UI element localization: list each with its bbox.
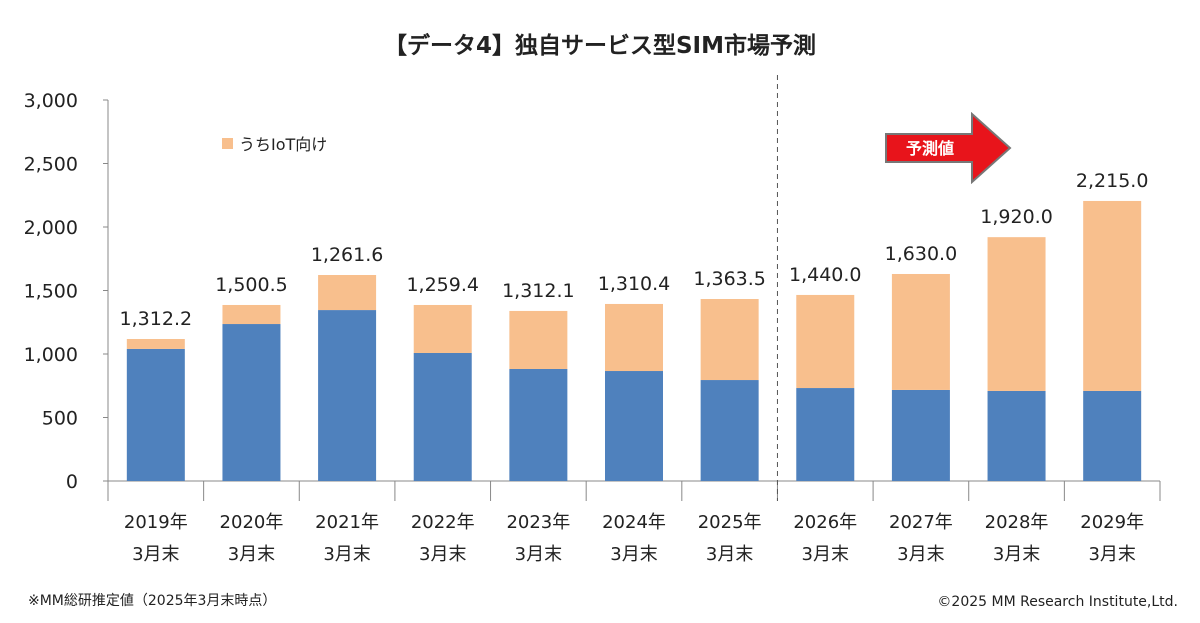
x-tick-label-year: 2022年 bbox=[411, 512, 475, 533]
x-tick-label-year: 2021年 bbox=[315, 512, 379, 533]
y-tick-label: 0 bbox=[66, 471, 78, 493]
x-tick-label-year: 2020年 bbox=[220, 512, 284, 533]
x-tick-label-month: 3月末 bbox=[802, 544, 849, 565]
chart-title: 【データ4】独自サービス型SIM市場予測 bbox=[383, 33, 816, 59]
x-tick-label-year: 2029年 bbox=[1080, 512, 1144, 533]
bar-segment-iot bbox=[987, 237, 1046, 391]
data-label: 1,261.6 bbox=[311, 244, 384, 266]
x-tick-label-month: 3月末 bbox=[132, 544, 179, 565]
bar-segment-total-other bbox=[126, 348, 185, 481]
bar-segment-iot bbox=[1083, 200, 1142, 391]
x-tick-label-month: 3月末 bbox=[228, 544, 275, 565]
y-tick-label: 2,000 bbox=[24, 217, 78, 239]
x-tick-label-year: 2027年 bbox=[889, 512, 953, 533]
data-label: 1,312.1 bbox=[502, 280, 575, 302]
data-label: 1,500.5 bbox=[215, 274, 288, 296]
x-tick-label-year: 2024年 bbox=[602, 512, 666, 533]
bar-segment-total-other bbox=[891, 389, 950, 481]
y-tick-label: 1,000 bbox=[24, 344, 78, 366]
bar-segment-iot bbox=[222, 304, 281, 325]
bar-segment-total-other bbox=[222, 324, 281, 481]
data-label: 1,259.4 bbox=[406, 274, 479, 296]
bar-segment-total-other bbox=[318, 310, 377, 481]
footnote: ※MM総研推定値（2025年3月末時点） bbox=[28, 593, 277, 609]
x-tick-label-year: 2019年 bbox=[124, 512, 188, 533]
legend-swatch-iot bbox=[222, 137, 233, 149]
bar-segment-iot bbox=[891, 273, 950, 390]
bar-segment-total-other bbox=[796, 388, 855, 481]
x-tick-label-month: 3月末 bbox=[897, 544, 944, 565]
data-label: 1,312.2 bbox=[120, 308, 193, 330]
bar-segment-iot bbox=[413, 304, 472, 353]
bar-segment-total-other bbox=[700, 380, 759, 481]
bar-segment-total-other bbox=[509, 368, 568, 481]
x-tick-label-month: 3月末 bbox=[323, 544, 370, 565]
x-tick-label-year: 2028年 bbox=[985, 512, 1049, 533]
x-tick-label-month: 3月末 bbox=[993, 544, 1040, 565]
x-tick-label-year: 2025年 bbox=[698, 512, 762, 533]
legend-label-iot: うちIoT向け bbox=[239, 135, 328, 154]
forecast-label: 予測値 bbox=[906, 139, 955, 158]
bar-segment-iot bbox=[318, 275, 377, 311]
bar-segment-total-other bbox=[987, 390, 1046, 481]
data-label: 2,215.0 bbox=[1076, 170, 1149, 192]
bar-segment-iot bbox=[126, 339, 185, 349]
data-label: 1,310.4 bbox=[598, 273, 671, 295]
x-tick-label-month: 3月末 bbox=[610, 544, 657, 565]
x-tick-label-month: 3月末 bbox=[419, 544, 466, 565]
legend: うちIoT向け bbox=[222, 131, 327, 155]
y-tick-label: 3,000 bbox=[24, 90, 78, 112]
bar-segment-iot bbox=[605, 303, 663, 372]
bar-segment-total-other bbox=[413, 352, 472, 481]
bar-segment-total-other bbox=[1083, 390, 1142, 481]
y-tick-label: 2,500 bbox=[24, 154, 78, 176]
x-tick-label-month: 3月末 bbox=[515, 544, 562, 565]
data-label: 1,920.0 bbox=[980, 206, 1053, 228]
x-tick-label-year: 2023年 bbox=[506, 512, 570, 533]
y-tick-label: 1,500 bbox=[24, 281, 78, 303]
forecast-arrow-icon bbox=[885, 112, 1012, 184]
bar-segment-iot bbox=[700, 299, 759, 381]
x-tick-label-month: 3月末 bbox=[1088, 544, 1135, 565]
bar-segment-iot bbox=[509, 310, 568, 369]
data-label: 1,630.0 bbox=[885, 243, 958, 265]
data-label: 1,363.5 bbox=[693, 268, 766, 290]
bar-segment-iot bbox=[796, 294, 855, 389]
x-tick-label-month: 3月末 bbox=[706, 544, 753, 565]
data-label: 1,440.0 bbox=[789, 264, 862, 286]
bar-segment-total-other bbox=[605, 371, 663, 481]
copyright: ©2025 MM Research Institute,Ltd. bbox=[937, 594, 1178, 610]
x-tick-label-year: 2026年 bbox=[793, 512, 857, 533]
y-tick-label: 500 bbox=[42, 408, 78, 430]
